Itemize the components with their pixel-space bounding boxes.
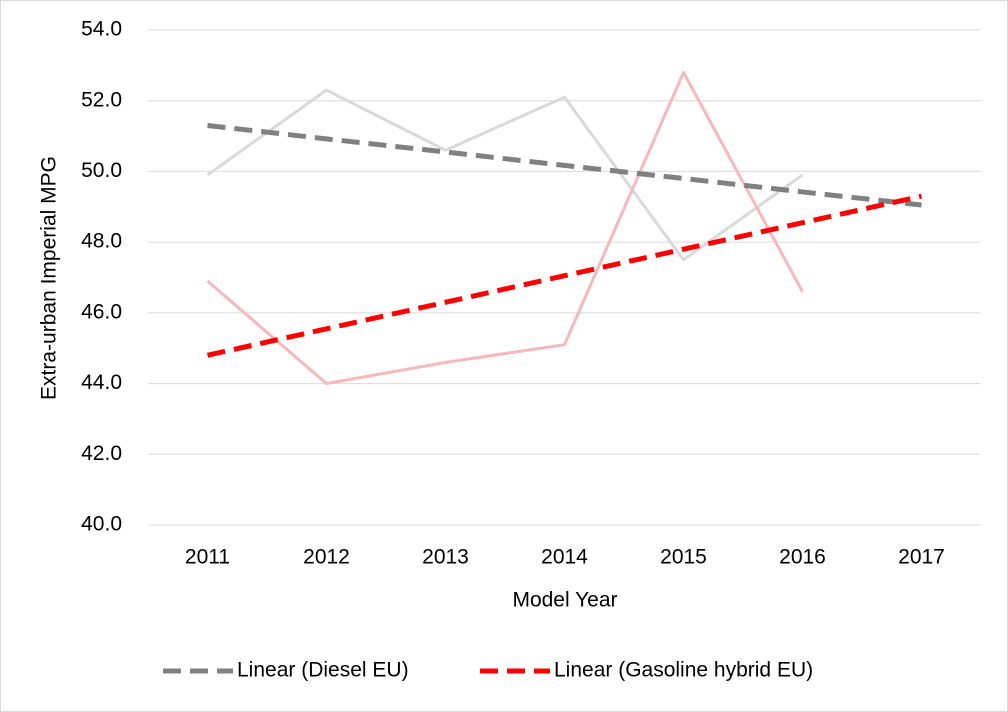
x-tick-label: 2015 — [660, 546, 707, 569]
y-tick-label: 46.0 — [81, 300, 122, 323]
y-tick-label: 44.0 — [81, 371, 122, 394]
x-tick-label: 2012 — [303, 546, 350, 569]
legend-label: Linear (Gasoline hybrid EU) — [554, 659, 813, 682]
trend-line — [206, 193, 923, 358]
y-tick-label: 54.0 — [81, 18, 122, 41]
y-tick-label: 42.0 — [81, 442, 122, 465]
y-axis-title: Extra-urban Imperial MPG — [38, 156, 61, 400]
y-tick-label: 52.0 — [81, 88, 122, 111]
y-tick-label: 48.0 — [81, 230, 122, 253]
x-tick-label: 2013 — [422, 546, 469, 569]
legend-label: Linear (Diesel EU) — [237, 659, 409, 682]
trend-line — [207, 122, 922, 208]
x-axis-title: Model Year — [512, 589, 617, 612]
x-tick-label: 2016 — [779, 546, 826, 569]
x-tick-label: 2017 — [898, 546, 945, 569]
y-tick-label: 40.0 — [81, 513, 122, 536]
x-tick-label: 2014 — [541, 546, 588, 569]
y-tick-label: 50.0 — [81, 159, 122, 182]
x-tick-label: 2011 — [185, 546, 230, 569]
data-line — [206, 70, 804, 386]
data-line — [206, 88, 804, 262]
